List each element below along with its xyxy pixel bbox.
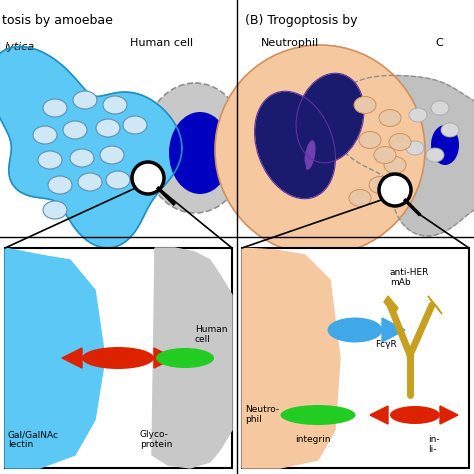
Text: Glyco-
protein: Glyco- protein [140,430,173,449]
Ellipse shape [156,348,214,368]
Ellipse shape [70,149,94,167]
Ellipse shape [290,158,306,178]
Ellipse shape [384,156,406,173]
Ellipse shape [369,176,391,193]
Ellipse shape [441,123,459,137]
Ellipse shape [390,406,440,424]
Ellipse shape [100,146,124,164]
Ellipse shape [426,148,444,162]
Polygon shape [242,248,340,468]
Ellipse shape [143,83,247,213]
Text: Gal/GalNAc
lectin: Gal/GalNAc lectin [8,430,59,449]
Text: integrin: integrin [295,435,330,444]
Text: tosis by amoebae: tosis by amoebae [2,14,113,27]
Ellipse shape [354,97,376,113]
Text: (B) Trogoptosis by: (B) Trogoptosis by [245,14,357,27]
Ellipse shape [389,134,411,151]
Ellipse shape [431,125,459,165]
Ellipse shape [63,121,87,139]
Polygon shape [152,248,232,468]
Text: FcγR: FcγR [375,340,397,349]
Circle shape [379,174,411,206]
Text: Neutro-
phil: Neutro- phil [245,405,279,424]
Ellipse shape [33,126,57,144]
Ellipse shape [374,146,396,164]
Polygon shape [329,75,474,236]
Ellipse shape [43,201,67,219]
Text: Human cell: Human cell [130,38,193,48]
Circle shape [215,45,425,255]
Text: lytica: lytica [5,42,35,52]
Ellipse shape [103,96,127,114]
Ellipse shape [379,109,401,127]
Polygon shape [440,406,458,424]
Circle shape [132,162,164,194]
Ellipse shape [82,347,154,369]
Ellipse shape [43,99,67,117]
Polygon shape [0,46,182,248]
Ellipse shape [106,171,130,189]
Ellipse shape [359,131,381,148]
Ellipse shape [123,116,147,134]
Ellipse shape [73,91,97,109]
Text: in-
li-: in- li- [428,435,439,455]
Ellipse shape [48,176,72,194]
Polygon shape [62,348,82,368]
FancyBboxPatch shape [5,248,232,468]
Ellipse shape [328,318,383,343]
Ellipse shape [304,140,316,170]
Polygon shape [428,296,442,314]
Polygon shape [154,348,174,368]
Text: anti-HER
mAb: anti-HER mAb [390,268,429,287]
Ellipse shape [409,108,427,122]
Polygon shape [5,248,105,468]
Polygon shape [382,318,405,342]
Ellipse shape [96,119,120,137]
Ellipse shape [431,101,449,115]
Ellipse shape [281,405,356,425]
Text: C: C [435,38,443,48]
Ellipse shape [297,119,327,145]
Ellipse shape [169,112,231,194]
Ellipse shape [255,92,335,198]
Ellipse shape [406,141,424,155]
Ellipse shape [297,74,364,162]
Text: Human
cell: Human cell [195,325,228,345]
Polygon shape [370,406,388,424]
Ellipse shape [38,151,62,169]
Polygon shape [384,296,398,314]
Text: Neutrophil: Neutrophil [261,38,319,48]
Ellipse shape [349,190,371,207]
Ellipse shape [78,173,102,191]
FancyBboxPatch shape [242,248,469,468]
